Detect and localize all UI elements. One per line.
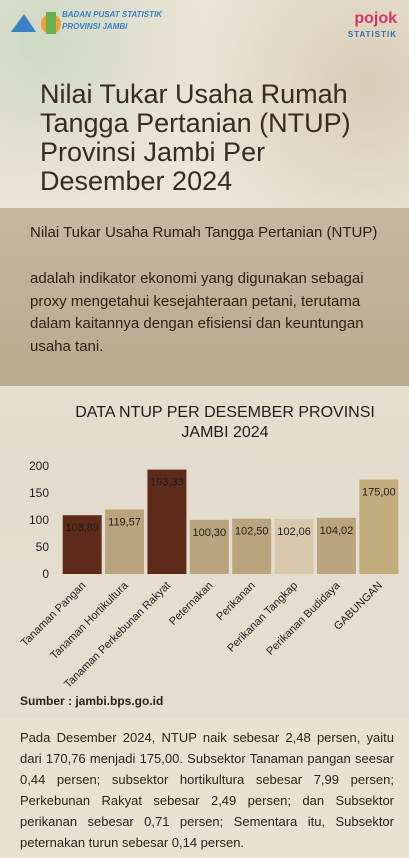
bar (105, 509, 145, 574)
bar (62, 515, 102, 574)
value-label: 100,30 (192, 527, 226, 539)
x-tick-label: Perikanan Tangkap (225, 580, 300, 655)
org-name: BADAN PUSAT STATISTIK (62, 10, 162, 19)
chart: DATA NTUP PER DESEMBER PROVINSI JAMBI 202… (19, 404, 399, 691)
header-background (0, 0, 409, 210)
bar (189, 519, 229, 574)
x-tick-label: Peternakan (167, 580, 215, 628)
brand: pojok (354, 10, 397, 27)
y-tick-label: 100 (29, 513, 49, 527)
value-label: 102,06 (277, 526, 311, 538)
logo-icons (11, 12, 61, 34)
x-tick-label: Tanaman Hortikultura (48, 579, 131, 662)
bar (274, 518, 314, 574)
summary-background (0, 718, 409, 858)
value-label: 102,50 (235, 526, 269, 538)
y-tick-label: 150 (29, 486, 49, 500)
chart-title: DATA NTUP PER DESEMBER PROVINSI JAMBI 202… (75, 404, 375, 441)
value-label: 104,02 (320, 525, 354, 537)
y-tick-label: 200 (29, 459, 49, 473)
brand-sub: STATISTIK (347, 30, 397, 39)
bar (359, 479, 399, 574)
y-tick-label: 0 (42, 567, 49, 581)
summary: Pada Desember 2024, NTUP naik sebesar 2,… (20, 730, 394, 850)
intro-text: adalah indikator ekonomi yang digunakan … (30, 270, 364, 355)
y-tick-label: 50 (36, 540, 50, 554)
value-label: 119,57 (108, 516, 141, 528)
bar (147, 469, 187, 574)
x-tick-label: Perikanan Budidaya (264, 579, 343, 658)
x-tick-label: Perikanan (214, 580, 258, 624)
intro-background (0, 208, 409, 386)
intro-term: Nilai Tukar Usaha Rumah Tangga Pertanian… (30, 224, 378, 241)
value-label: 175,00 (362, 487, 396, 499)
source: Sumber : jambi.bps.go.id (20, 694, 164, 708)
value-label: 193,33 (150, 477, 184, 489)
bar (316, 517, 356, 574)
bar (232, 518, 272, 574)
org-region: PROVINSI JAMBI (62, 22, 128, 31)
value-label: 108,89 (65, 522, 99, 534)
title: Nilai Tukar Usaha Rumah Tangga Pertanian… (40, 79, 351, 196)
